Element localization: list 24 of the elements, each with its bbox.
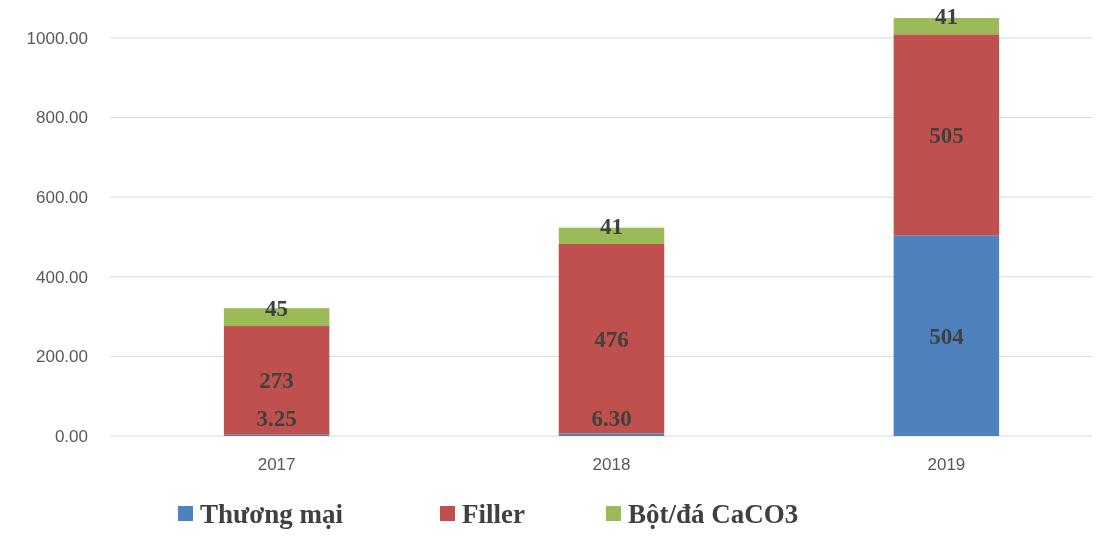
y-tick-label: 600.00 [36, 188, 88, 208]
data-label: 504 [929, 323, 965, 349]
x-tick-label: 2017 [257, 455, 296, 474]
bar [893, 235, 1000, 436]
data-label: 41 [934, 4, 958, 30]
legend-label: Filler [462, 499, 525, 529]
data-label: 6.30 [591, 406, 632, 432]
data-label: 476 [594, 326, 629, 352]
x-tick-label: 2018 [592, 455, 631, 474]
bar [893, 34, 1000, 236]
legend-label: Thương mại [200, 499, 344, 529]
y-tick-label: 800.00 [36, 108, 88, 128]
data-label: 505 [929, 122, 964, 148]
y-tick-label: 0.00 [54, 426, 88, 446]
bar [558, 244, 665, 434]
data-label: 273 [259, 368, 294, 394]
x-tick-label: 2019 [927, 455, 966, 474]
bar [223, 326, 330, 435]
data-label: 3.25 [256, 406, 297, 432]
y-tick-label: 400.00 [36, 267, 88, 287]
bar [558, 433, 665, 436]
y-tick-label: 1000.00 [26, 28, 88, 48]
y-tick-label: 200.00 [36, 347, 88, 367]
legend-label: Bột/đá CaCO3 [628, 499, 799, 529]
